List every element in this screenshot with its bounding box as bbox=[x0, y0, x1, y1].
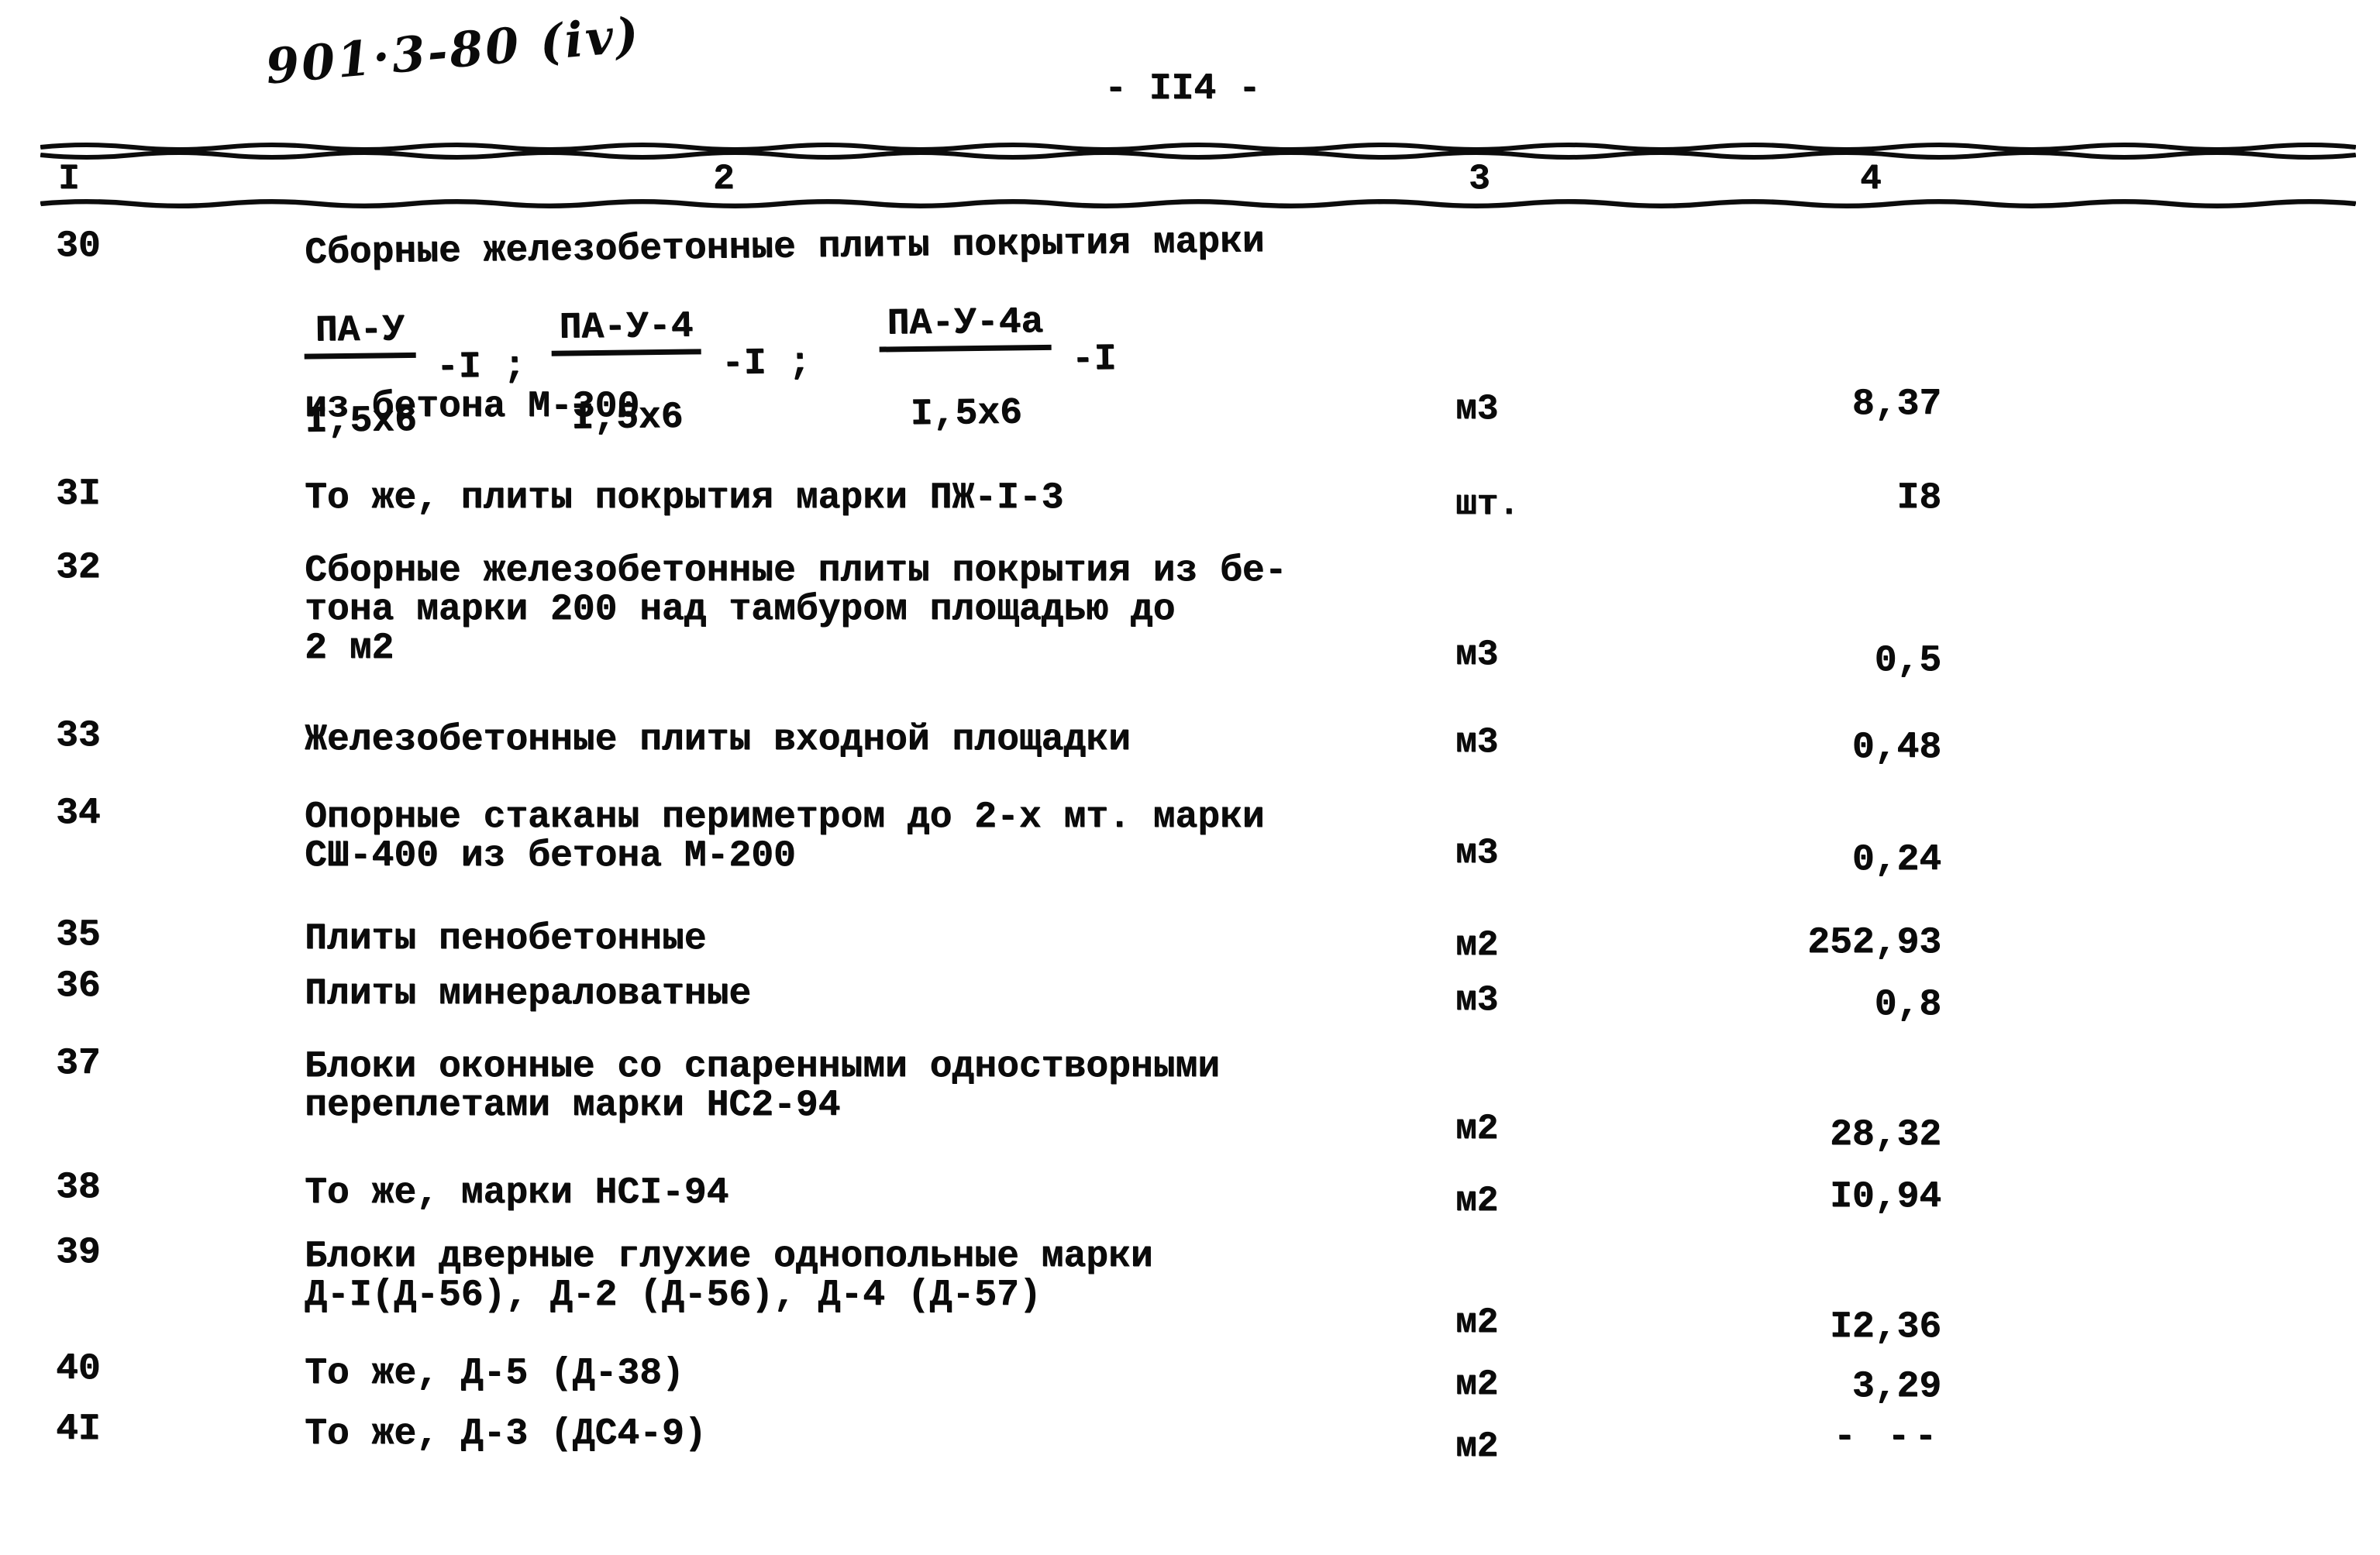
table-top-rule bbox=[40, 143, 2356, 160]
doc-code: 901·3-80 (iv) bbox=[263, 5, 643, 95]
col-header-2: 2 bbox=[713, 159, 735, 199]
row-41-number: 4I bbox=[56, 1409, 101, 1450]
row-32-unit: м3 bbox=[1455, 635, 1499, 675]
row-41-unit: м2 bbox=[1455, 1426, 1499, 1467]
row-37-description: Блоки оконные со спаренными одностворным… bbox=[305, 1046, 1220, 1127]
fraction-numerator: ПА-У-4 bbox=[551, 305, 701, 356]
fraction-numerator: ПА-У bbox=[304, 309, 416, 360]
row-30-unit: м3 bbox=[1455, 389, 1499, 429]
row-30-description-line2: из бетона М-300 bbox=[305, 386, 640, 428]
row-31-value: I8 bbox=[1896, 477, 1941, 519]
row-33-unit: м3 bbox=[1455, 722, 1499, 762]
row-35-unit: м2 bbox=[1455, 925, 1499, 965]
row-38-value: I0,94 bbox=[1829, 1176, 1941, 1218]
fraction-mark: ПА-У-4а I,5х6 bbox=[879, 264, 1053, 473]
row-39-value: I2,36 bbox=[1829, 1306, 1941, 1348]
row-33-number: 33 bbox=[56, 715, 101, 757]
row-36-unit: м3 bbox=[1455, 980, 1499, 1020]
row-31-unit: шт. bbox=[1455, 484, 1520, 525]
row-30-value: 8,37 bbox=[1851, 384, 1941, 425]
row-35-description: Плиты пенобетонные bbox=[305, 918, 707, 960]
row-39-unit: м2 bbox=[1455, 1302, 1499, 1343]
row-41-description: То же, Д-3 (ДС4-9) bbox=[305, 1413, 707, 1455]
fraction-mark: ПА-У I,5х6 bbox=[303, 272, 417, 480]
row-31-description: То же, плиты покрытия марки ПЖ-I-3 bbox=[305, 477, 1064, 519]
row-34-description: Опорные стаканы периметром до 2-х мт. ма… bbox=[305, 796, 1265, 877]
col-header-1: I bbox=[58, 159, 80, 199]
row-37-number: 37 bbox=[56, 1043, 101, 1085]
fraction-suffix: -I ; bbox=[436, 345, 526, 389]
page-number: - II4 - bbox=[1104, 68, 1261, 110]
row-39-number: 39 bbox=[56, 1232, 101, 1274]
row-37-unit: м2 bbox=[1455, 1109, 1499, 1149]
fraction-suffix: -I ; bbox=[721, 342, 811, 385]
row-34-value: 0,24 bbox=[1851, 839, 1941, 881]
row-38-number: 38 bbox=[56, 1167, 101, 1209]
row-40-description: То же, Д-5 (Д-38) bbox=[305, 1353, 684, 1395]
col-header-3: 3 bbox=[1469, 159, 1490, 199]
row-32-description: Сборные железобетонные плиты покрытия из… bbox=[305, 550, 1287, 669]
row-41-value: - -- bbox=[1833, 1416, 1941, 1458]
fraction-suffix: -I bbox=[1071, 338, 1117, 381]
col-header-4: 4 bbox=[1860, 159, 1882, 199]
row-39-description: Блоки дверные глухие однопольные марки Д… bbox=[305, 1236, 1153, 1316]
row-30-mark-fractions: ПА-У I,5х6 -I ; ПА-У-4 I,5х6 -I ; ПА-У-4… bbox=[303, 263, 1144, 480]
row-34-unit: м3 bbox=[1455, 833, 1499, 873]
row-32-value: 0,5 bbox=[1874, 640, 1941, 682]
row-36-value: 0,8 bbox=[1874, 984, 1941, 1026]
row-35-number: 35 bbox=[56, 914, 101, 956]
fraction-numerator: ПА-У-4а bbox=[879, 301, 1052, 353]
row-35-value: 252,93 bbox=[1807, 922, 1941, 964]
row-38-unit: м2 bbox=[1455, 1181, 1499, 1221]
row-30-description-line1: Сборные железобетонные плиты покрытия ма… bbox=[304, 220, 1265, 275]
row-33-description: Железобетонные плиты входной площадки bbox=[305, 719, 1131, 761]
table-header-rule bbox=[40, 199, 2356, 208]
row-34-number: 34 bbox=[56, 793, 101, 834]
row-37-value: 28,32 bbox=[1829, 1114, 1941, 1156]
row-33-value: 0,48 bbox=[1851, 727, 1941, 769]
row-40-number: 40 bbox=[56, 1348, 101, 1390]
row-32-number: 32 bbox=[56, 547, 101, 589]
row-31-number: 3I bbox=[56, 473, 101, 515]
fraction-mark: ПА-У-4 I,5х6 bbox=[551, 268, 703, 476]
row-40-value: 3,29 bbox=[1851, 1366, 1941, 1408]
row-38-description: То же, марки НСI-94 bbox=[305, 1172, 729, 1214]
row-30-number: 30 bbox=[56, 225, 101, 267]
row-36-number: 36 bbox=[56, 965, 101, 1007]
row-36-description: Плиты минераловатные bbox=[305, 973, 752, 1015]
row-40-unit: м2 bbox=[1455, 1364, 1499, 1405]
